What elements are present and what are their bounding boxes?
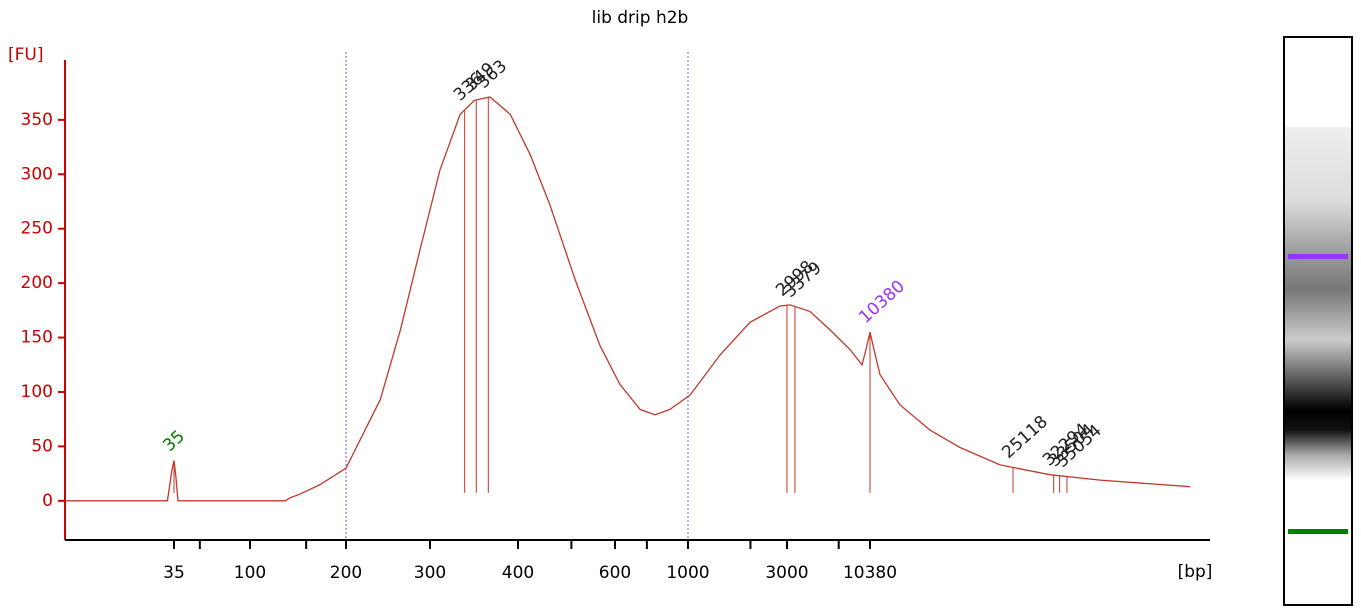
y-axis-label: [FU]	[8, 45, 44, 65]
y-tick-label: 250	[21, 219, 53, 239]
y-tick-label: 100	[21, 382, 53, 402]
y-tick-label: 150	[21, 328, 53, 348]
x-tick-label: 35	[163, 563, 185, 583]
x-tick-label: 600	[599, 563, 631, 583]
x-tick-label: 3000	[765, 563, 808, 583]
y-tick-label: 300	[21, 164, 53, 184]
peak-label: 10380	[855, 276, 909, 327]
gel-background	[1283, 36, 1353, 606]
gel-lane	[1283, 36, 1353, 606]
x-tick-label: 400	[502, 563, 534, 583]
x-tick-label: 200	[330, 563, 362, 583]
y-tick-label: 50	[31, 436, 53, 456]
gel-upper-marker	[1288, 254, 1348, 259]
y-tick-label: 350	[21, 110, 53, 130]
x-tick-label: 300	[414, 563, 446, 583]
x-axis-label: [bp]	[1178, 562, 1213, 582]
x-tick-label: 100	[234, 563, 266, 583]
gel-lower-marker	[1288, 529, 1348, 534]
y-tick-label: 0	[42, 491, 53, 511]
y-tick-label: 200	[21, 273, 53, 293]
x-tick-label: 1000	[666, 563, 709, 583]
trace	[65, 96, 1191, 502]
x-tick-label: 10380	[843, 563, 897, 583]
chart-title: lib drip h2b	[592, 8, 689, 28]
peak-label: 35	[159, 427, 188, 456]
